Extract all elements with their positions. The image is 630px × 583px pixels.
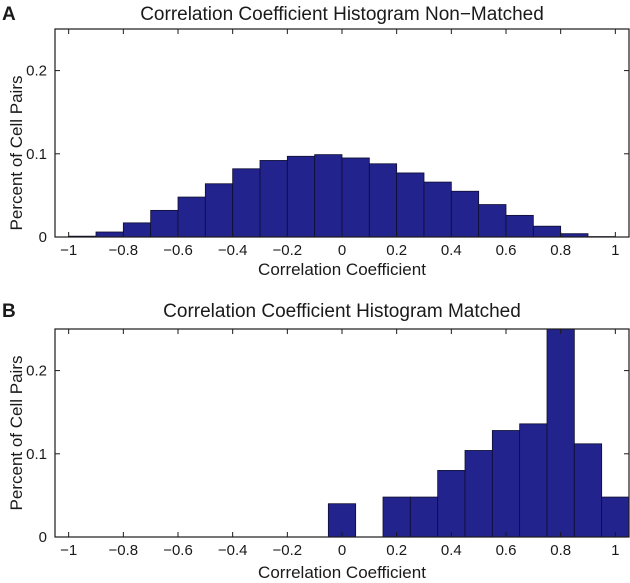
bar-a-17 [532,225,562,238]
plot-frame-b [54,328,630,538]
bar-a-10 [341,157,370,238]
x-tick-label-b-4: −0.2 [273,542,303,559]
bar-b-4 [464,450,493,538]
y-tick-label-b-1: 0.1 [26,446,47,463]
x-tick-label-b-6: 0.2 [386,542,407,559]
bar-a-9 [314,154,343,238]
bar-b-0 [327,503,357,538]
x-axis-label-a: Correlation Coefficient [258,260,426,279]
bar-b-6 [519,423,548,538]
bar-b-7 [546,328,575,538]
x-tick-label-a-4: −0.2 [273,242,303,259]
x-tick-label-b-9: 0.8 [550,542,571,559]
bar-b-1 [382,496,411,538]
panel-letter-b: B [2,301,16,322]
x-tick-label-b-5: 0 [338,542,346,559]
bar-a-5 [204,183,234,238]
plot-frame-a [54,28,630,238]
bar-b-8 [573,443,603,538]
bar-a-3 [150,209,179,238]
ticks-a: −1 −0.8 −0.6 −0.4 −0.2 0 0.2 0.4 0.6 0.8 1 0 0.1 0.2 [26,29,629,259]
bar-a-6 [232,168,261,238]
bar-a-7 [259,160,288,238]
x-tick-label-b-10: 1 [611,542,619,559]
x-tick-label-b-3: −0.4 [218,542,248,559]
bar-a-11 [368,163,398,238]
x-tick-label-a-1: −0.8 [109,242,139,259]
ticks-b: −1 −0.8 −0.6 −0.4 −0.2 0 0.2 0.4 0.6 0.8 1 0 0.1 0.2 [26,329,629,559]
x-tick-label-b-2: −0.6 [163,542,193,559]
y-tick-label-b-0: 0 [39,529,47,546]
bar-b-3 [437,470,466,538]
panel-letter-a: A [2,4,16,25]
x-tick-label-a-9: 0.8 [550,242,571,259]
x-tick-label-b-1: −0.8 [109,542,139,559]
x-tick-label-b-8: 0.6 [496,542,517,559]
chart-title-a: Correlation Coefficient Histogram Non−Ma… [140,4,544,25]
bar-a-1 [95,231,124,238]
bar-a-13 [423,181,452,238]
y-axis-label-a: Percent of Cell Pairs [7,76,26,231]
y-axis-label-b: Percent of Cell Pairs [7,356,26,511]
bar-a-4 [177,196,206,238]
x-tick-label-b-7: 0.4 [441,542,462,559]
y-tick-label-a-1: 0.1 [26,146,47,163]
x-tick-label-a-6: 0.2 [386,242,407,259]
y-tick-label-a-2: 0.2 [26,63,47,80]
chart-title-b: Correlation Coefficient Histogram Matche… [163,301,521,322]
x-tick-label-a-0: −1 [60,242,77,259]
bar-b-2 [409,496,439,538]
panel-b: B Correlation Coefficient Histogram Matc… [2,301,630,582]
x-tick-label-a-10: 1 [611,242,619,259]
bars-a [68,154,616,238]
bar-b-5 [491,430,521,538]
x-tick-label-a-7: 0.4 [441,242,462,259]
x-tick-label-a-8: 0.6 [496,242,517,259]
bar-a-15 [478,204,507,238]
bar-a-14 [450,190,480,238]
bar-a-2 [122,222,152,238]
x-axis-label-b: Correlation Coefficient [258,563,426,582]
x-tick-label-b-0: −1 [60,542,77,559]
y-tick-label-a-0: 0 [39,229,47,246]
panel-a: A Correlation Coefficient Histogram Non−… [2,4,630,279]
y-tick-label-b-2: 0.2 [26,363,47,380]
bars-b [327,328,630,538]
x-tick-label-a-5: 0 [338,242,346,259]
bar-a-16 [505,214,534,238]
x-tick-label-a-2: −0.6 [163,242,193,259]
x-tick-label-a-3: −0.4 [218,242,248,259]
bar-b-9 [601,496,630,538]
bar-a-8 [286,155,316,238]
bar-a-12 [396,172,425,238]
